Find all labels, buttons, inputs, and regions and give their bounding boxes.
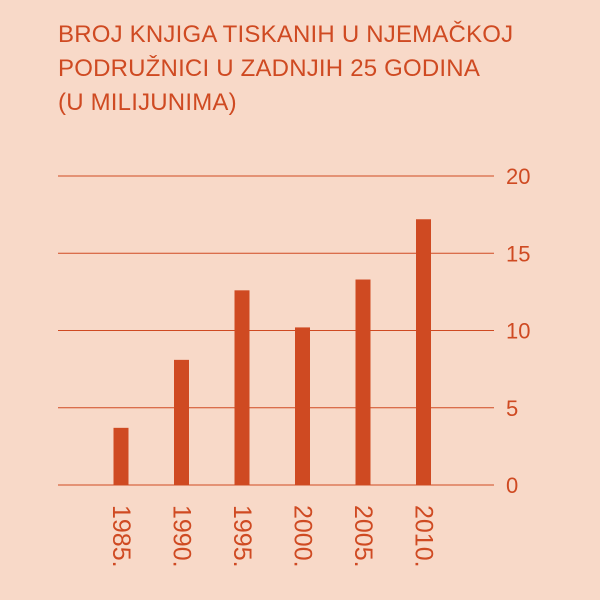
x-axis-tick-labels: 1985. 1990. 1995. 2000. 2005. 2010.	[107, 505, 438, 568]
bar-1995	[234, 290, 250, 485]
y-tick-label: 15	[506, 241, 530, 266]
y-tick-label: 20	[506, 164, 530, 189]
y-tick-label: 0	[506, 473, 518, 498]
x-tick-label: 1985.	[107, 505, 135, 568]
x-tick-label: 2005.	[349, 505, 377, 568]
bars	[113, 219, 431, 485]
x-tick-label: 1995.	[228, 505, 256, 568]
chart-title-line-1: BROJ KNJIGA TISKANIH U NJEMAČKOJ	[58, 21, 514, 48]
y-axis-tick-labels: 0 5 10 15 20	[506, 164, 530, 498]
bar-2010	[416, 219, 431, 485]
bar-1985	[113, 427, 129, 485]
x-tick-label: 2010.	[410, 505, 438, 568]
x-tick-label: 1990.	[168, 505, 196, 568]
chart-title: BROJ KNJIGA TISKANIH U NJEMAČKOJ PODRUŽN…	[58, 18, 558, 120]
x-tick-label: 2000.	[289, 505, 317, 568]
y-tick-label: 10	[506, 319, 530, 344]
chart-title-line-3: (U MILIJUNIMA)	[58, 89, 237, 116]
bar-1990	[174, 359, 189, 485]
chart-title-line-2: PODRUŽNICI U ZADNJIH 25 GODINA	[58, 55, 481, 82]
y-tick-label: 5	[506, 396, 518, 421]
bar-2000	[295, 327, 310, 485]
bar-2005	[355, 279, 371, 485]
